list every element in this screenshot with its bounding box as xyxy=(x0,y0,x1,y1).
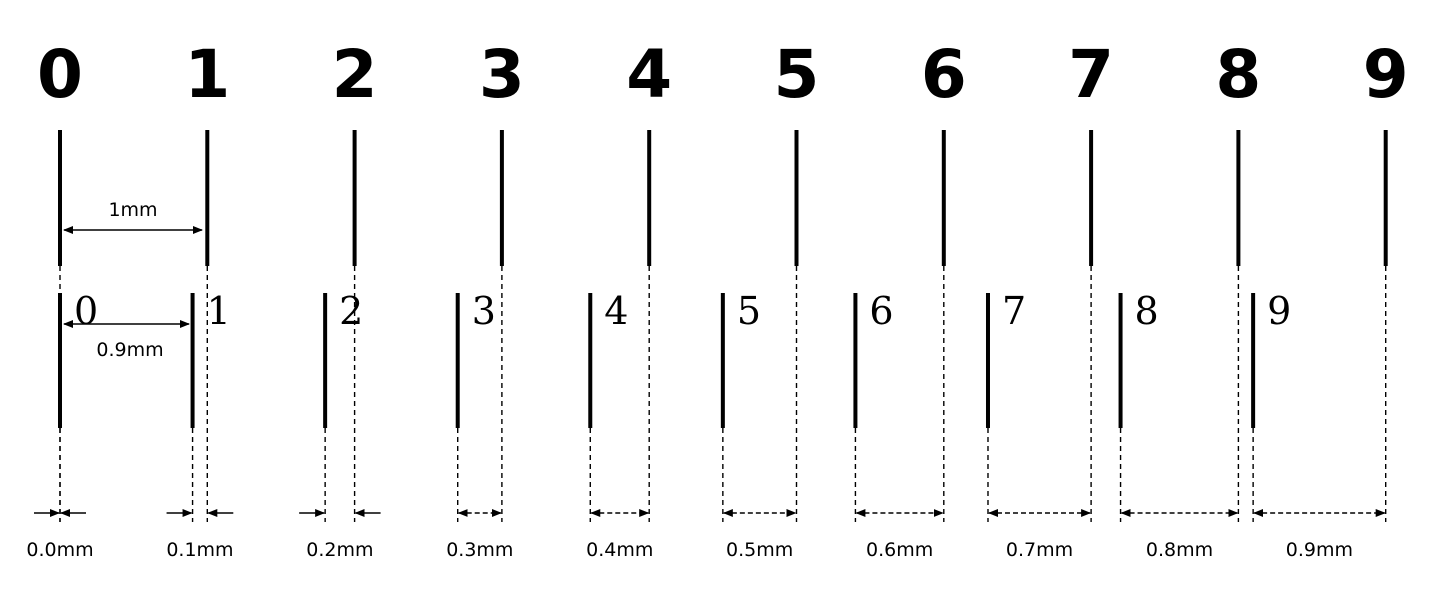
vernier-scale-label-4: 4 xyxy=(604,289,628,333)
main-scale-label-7: 7 xyxy=(1068,36,1114,113)
dashed-guide-lines xyxy=(59,266,1387,522)
main-spacing-label: 1mm xyxy=(108,199,157,221)
difference-label-8: 0.8mm xyxy=(1146,539,1213,561)
vernier-scale-label-9: 9 xyxy=(1267,289,1291,333)
difference-label-6: 0.6mm xyxy=(866,539,933,561)
difference-label-9: 0.9mm xyxy=(1286,539,1353,561)
vernier-scale-label-5: 5 xyxy=(737,289,761,333)
difference-label-5: 0.5mm xyxy=(726,539,793,561)
main-scale-label-4: 4 xyxy=(626,36,672,113)
difference-label-7: 0.7mm xyxy=(1006,539,1073,561)
main-scale-label-6: 6 xyxy=(921,36,967,113)
main-scale-ticks xyxy=(58,130,1388,266)
difference-label-4: 0.4mm xyxy=(586,539,653,561)
vernier-scale-label-3: 3 xyxy=(472,289,496,333)
difference-label-2: 0.2mm xyxy=(306,539,373,561)
vernier-scale-labels: 0 1 2 3 4 5 6 7 8 9 xyxy=(74,289,1291,333)
main-scale-label-2: 2 xyxy=(332,36,378,113)
main-scale-label-8: 8 xyxy=(1215,36,1261,113)
vernier-scale-label-0: 0 xyxy=(74,289,98,333)
vernier-spacing-label: 0.9mm xyxy=(96,339,163,361)
vernier-scale-label-2: 2 xyxy=(339,289,363,333)
main-scale-label-5: 5 xyxy=(774,36,820,113)
difference-label-0: 0.0mm xyxy=(26,539,93,561)
difference-label-1: 0.1mm xyxy=(166,539,233,561)
main-scale-label-9: 9 xyxy=(1363,36,1409,113)
main-scale-labels: 0 1 2 3 4 5 6 7 8 9 xyxy=(37,36,1409,113)
vernier-spacing-annotation: 0.9mm xyxy=(63,320,190,361)
vernier-scale-label-8: 8 xyxy=(1135,289,1159,333)
difference-labels: 0.0mm 0.1mm 0.2mm 0.3mm 0.4mm 0.5mm 0.6mm 0.7mm… xyxy=(26,539,1353,561)
main-scale-label-3: 3 xyxy=(479,36,525,113)
main-scale-label-1: 1 xyxy=(184,36,230,113)
vernier-scale-label-1: 1 xyxy=(207,289,231,333)
main-scale-label-0: 0 xyxy=(37,36,83,113)
main-spacing-annotation: 1mm xyxy=(63,199,203,234)
vernier-scale-ticks xyxy=(58,293,1256,428)
vernier-scale-label-7: 7 xyxy=(1002,289,1026,333)
difference-label-3: 0.3mm xyxy=(446,539,513,561)
vernier-scale-label-6: 6 xyxy=(869,289,893,333)
